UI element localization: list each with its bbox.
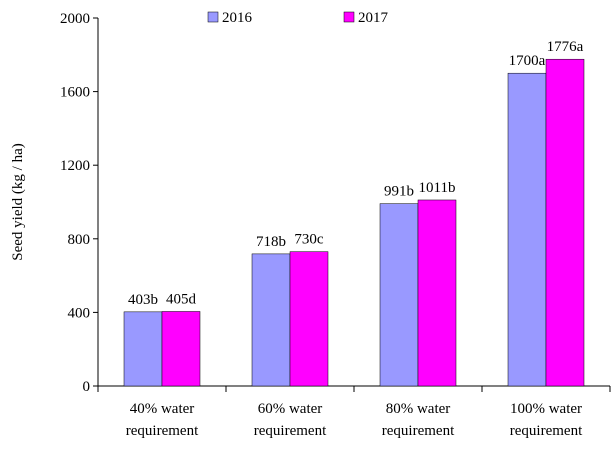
x-tick-label: 100% water requirement — [509, 401, 583, 439]
bar — [545, 58, 585, 387]
y-tick-label: 2000 — [60, 11, 90, 27]
bar — [507, 72, 547, 387]
legend-label: 2016 — [222, 10, 253, 26]
data-label: 403b — [128, 292, 158, 308]
bar — [379, 203, 419, 387]
data-label: 1700a — [509, 53, 546, 69]
legend-swatch — [207, 11, 219, 23]
data-label: 991b — [384, 184, 414, 200]
y-axis-label: Seed yield (kg / ha) — [10, 143, 26, 260]
y-tick-label: 1200 — [60, 158, 90, 174]
legend-label: 2017 — [358, 10, 389, 26]
data-label: 1776a — [547, 39, 584, 55]
legend-swatch — [343, 11, 355, 23]
x-tick-label: 80% water requirement — [381, 401, 455, 439]
data-label: 718b — [256, 234, 286, 250]
bar — [417, 199, 457, 387]
y-tick-label: 400 — [68, 305, 91, 321]
y-tick-label: 800 — [68, 232, 91, 248]
bar — [289, 251, 329, 387]
data-label: 730c — [294, 232, 324, 248]
bar — [161, 311, 201, 387]
data-label: 405d — [166, 291, 197, 307]
y-tick-label: 1600 — [60, 85, 90, 101]
bar — [123, 311, 163, 387]
y-tick-label: 0 — [83, 379, 91, 395]
x-tick-label: 40% water requirement — [125, 401, 199, 439]
x-tick-label: 60% water requirement — [253, 401, 327, 439]
data-label: 1011b — [419, 180, 456, 196]
bar — [251, 253, 291, 387]
